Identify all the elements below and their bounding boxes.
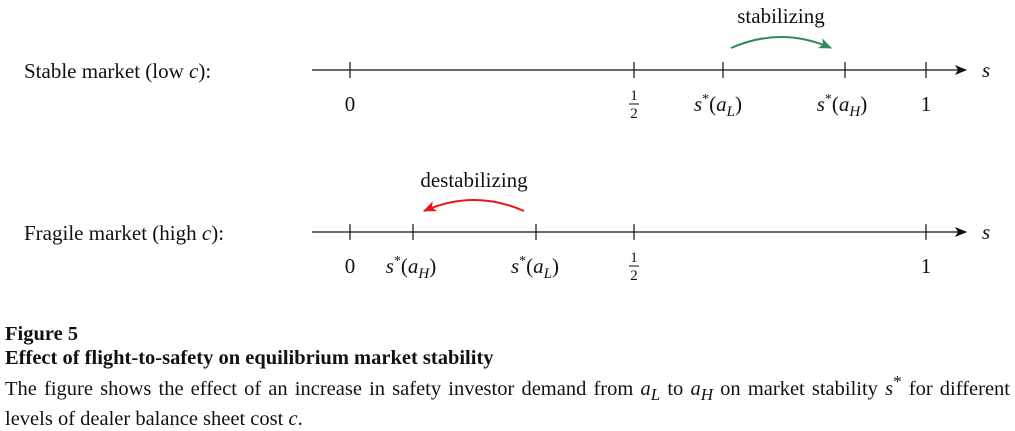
stable-tick-label-1: 1 <box>921 92 932 116</box>
stable-market-row: Stable market (low c): s 0 1 2 s*(aL) s*… <box>24 4 990 122</box>
svg-text:2: 2 <box>630 106 638 122</box>
fragile-tick-label-0: 0 <box>345 254 356 278</box>
figure-label: Figure 5 <box>5 323 79 345</box>
svg-text:1: 1 <box>630 88 638 104</box>
stable-tick-label-half: 1 2 <box>629 88 639 122</box>
destabilizing-label: destabilizing <box>420 168 528 192</box>
fragile-tick-label-s-ah: s*(aH) <box>386 254 437 282</box>
stable-tick-label-s-ah: s*(aH) <box>817 92 868 120</box>
figure-caption: Figure 5 Effect of flight-to-safety on e… <box>5 322 1010 431</box>
destabilizing-arrow <box>423 199 525 212</box>
fragile-tick-label-s-al: s*(aL) <box>511 254 559 282</box>
stable-axis-variable: s <box>982 58 990 82</box>
stable-tick-label-s-al: s*(aL) <box>694 92 742 120</box>
stabilizing-arrow <box>730 36 832 49</box>
stabilizing-label: stabilizing <box>737 4 825 28</box>
svg-text:1: 1 <box>630 250 638 266</box>
stable-market-label: Stable market (low c): <box>24 59 211 83</box>
stable-tick-label-0: 0 <box>345 92 356 116</box>
fragile-market-label: Fragile market (high c): <box>24 221 224 245</box>
fragile-tick-label-half: 1 2 <box>629 250 639 284</box>
figure-description: The figure shows the effect of an increa… <box>5 372 1010 430</box>
stability-diagram: Stable market (low c): s 0 1 2 s*(aL) s*… <box>24 4 990 284</box>
fragile-axis-variable: s <box>982 220 990 244</box>
fragile-tick-label-1: 1 <box>921 254 932 278</box>
svg-text:2: 2 <box>630 268 638 284</box>
fragile-market-row: Fragile market (high c): s 0 s*(aH) s*(a… <box>24 168 990 284</box>
figure-title: Effect of flight-to-safety on equilibriu… <box>5 347 494 369</box>
